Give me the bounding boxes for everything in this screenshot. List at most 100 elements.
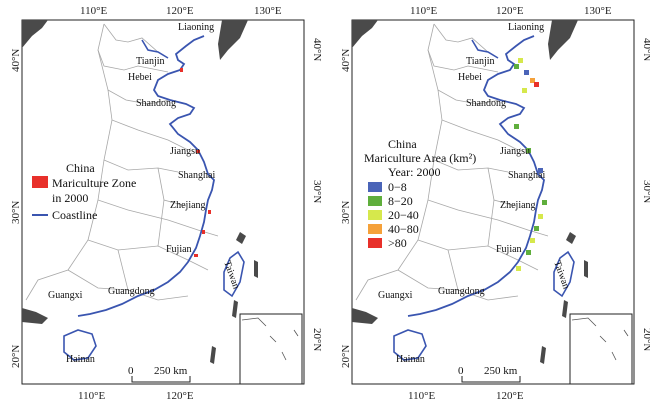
lon-tick-top-2: 130°E [584, 5, 612, 17]
legend-label-0: 0−8 [388, 180, 407, 194]
lon-tick-top-1: 120°E [166, 5, 194, 17]
hainan-island [393, 329, 427, 361]
south-china-sea-inset [569, 313, 633, 385]
island-ryukyu [254, 260, 258, 278]
label-zhejiang: Zhejiang [500, 200, 536, 211]
lat-tick-left-1: 30°N [340, 201, 352, 224]
scale-end: 250 km [484, 365, 518, 377]
label-guangdong: Guangdong [438, 286, 485, 297]
label-tianjin: Tianjin [466, 56, 495, 67]
taiwan-island [223, 250, 245, 298]
mainland-coastline [407, 35, 545, 317]
island-east [236, 232, 246, 244]
lat-tick-right-2: 20°N [311, 328, 323, 351]
label-jiangsu: Jiangsu [170, 146, 200, 157]
island-ryukyu-2 [562, 300, 568, 318]
scale-bar [131, 376, 191, 383]
left-map-panel: 110°E 120°E 130°E 110°E 120°E 40°N 30°N … [8, 0, 323, 405]
lat-tick-right-1: 30°N [311, 180, 323, 203]
map-frame [21, 19, 305, 385]
lon-tick-bottom-1: 120°E [166, 390, 194, 402]
legend-swatch-0 [368, 182, 382, 192]
taiwan-island [553, 250, 575, 298]
right-map-panel: 110°E 120°E 130°E 110°E 120°E 40°N 30°N … [338, 0, 650, 405]
label-shanghai: Shanghai [508, 170, 545, 181]
legend-label-4: >80 [388, 236, 407, 250]
legend-title-line2: Mariculture Zone [52, 176, 136, 190]
south-china-sea-inset [239, 313, 303, 385]
lon-tick-top-0: 110°E [80, 5, 107, 17]
label-hainan: Hainan [396, 354, 425, 365]
lat-tick-left-1: 30°N [10, 201, 22, 224]
label-guangdong: Guangdong [108, 286, 155, 297]
label-guangxi: Guangxi [378, 290, 413, 301]
label-hebei: Hebei [128, 72, 152, 83]
label-shanghai: Shanghai [178, 170, 215, 181]
lat-tick-left-0: 40°N [10, 49, 22, 72]
label-fujian: Fujian [166, 244, 192, 255]
inset-islands [571, 317, 629, 361]
province-borders [355, 23, 549, 301]
lon-tick-bottom-0: 110°E [78, 390, 105, 402]
lat-tick-right-2: 20°N [641, 328, 650, 351]
island-ryukyu [584, 260, 588, 278]
scale-end: 250 km [154, 365, 188, 377]
label-fujian: Fujian [496, 244, 522, 255]
hainan-island [63, 329, 97, 361]
legend-zone-swatch [32, 176, 48, 188]
neighbor-land-sw [22, 308, 48, 324]
bohai-coastline [471, 39, 499, 59]
legend-label-1: 8−20 [388, 194, 413, 208]
legend-title-line3: Year: 2000 [388, 165, 440, 179]
label-shandong: Shandong [136, 98, 176, 109]
neighbor-land-nw [352, 20, 378, 48]
label-shandong: Shandong [466, 98, 506, 109]
mariculture-cells [514, 58, 547, 271]
lon-tick-top-1: 120°E [496, 5, 524, 17]
legend-coastline-label: Coastline [52, 208, 97, 222]
lon-tick-top-2: 130°E [254, 5, 282, 17]
island-south [540, 346, 546, 364]
legend-swatch-1 [368, 196, 382, 206]
lat-tick-right-0: 40°N [311, 38, 323, 61]
legend-swatch-2 [368, 210, 382, 220]
bohai-coastline [141, 39, 169, 59]
neighbor-land-sw [352, 308, 378, 324]
mainland-coastline [77, 35, 215, 317]
lon-tick-bottom-0: 110°E [408, 390, 435, 402]
legend-title-line1: China [66, 161, 95, 175]
scale-bar [461, 376, 521, 383]
neighbor-land-korea [548, 20, 578, 60]
label-hainan: Hainan [66, 354, 95, 365]
legend-label-3: 40−80 [388, 222, 419, 236]
legend-label-2: 20−40 [388, 208, 419, 222]
mariculture-zones [180, 68, 211, 257]
legend-title-line2: Mariculture Area (km²) [364, 151, 476, 165]
label-liaoning: Liaoning [178, 22, 214, 33]
legend-title-line1: China [388, 137, 417, 151]
label-liaoning: Liaoning [508, 22, 544, 33]
lat-tick-left-2: 20°N [340, 345, 352, 368]
lat-tick-right-1: 30°N [641, 180, 650, 203]
label-zhejiang: Zhejiang [170, 200, 206, 211]
legend-classes: 0−8 8−20 20−40 40−80 >80 [368, 180, 419, 250]
scale-start: 0 [128, 365, 134, 377]
neighbor-land-korea [218, 20, 248, 60]
label-jiangsu: Jiangsu [500, 146, 530, 157]
legend-title-line3: in 2000 [52, 191, 88, 205]
label-tianjin: Tianjin [136, 56, 165, 67]
lat-tick-left-0: 40°N [340, 49, 352, 72]
label-guangxi: Guangxi [48, 290, 83, 301]
island-ryukyu-2 [232, 300, 238, 318]
inset-islands [241, 317, 299, 361]
left-map-svg: 110°E 120°E 130°E 110°E 120°E 40°N 30°N … [10, 5, 323, 402]
lon-tick-top-0: 110°E [410, 5, 437, 17]
lat-tick-right-0: 40°N [641, 38, 650, 61]
lat-tick-left-2: 20°N [10, 345, 22, 368]
island-south [210, 346, 216, 364]
island-east [566, 232, 576, 244]
legend-swatch-3 [368, 224, 382, 234]
scale-start: 0 [458, 365, 464, 377]
lon-tick-bottom-1: 120°E [496, 390, 524, 402]
right-map-svg: 110°E 120°E 130°E 110°E 120°E 40°N 30°N … [340, 5, 650, 402]
